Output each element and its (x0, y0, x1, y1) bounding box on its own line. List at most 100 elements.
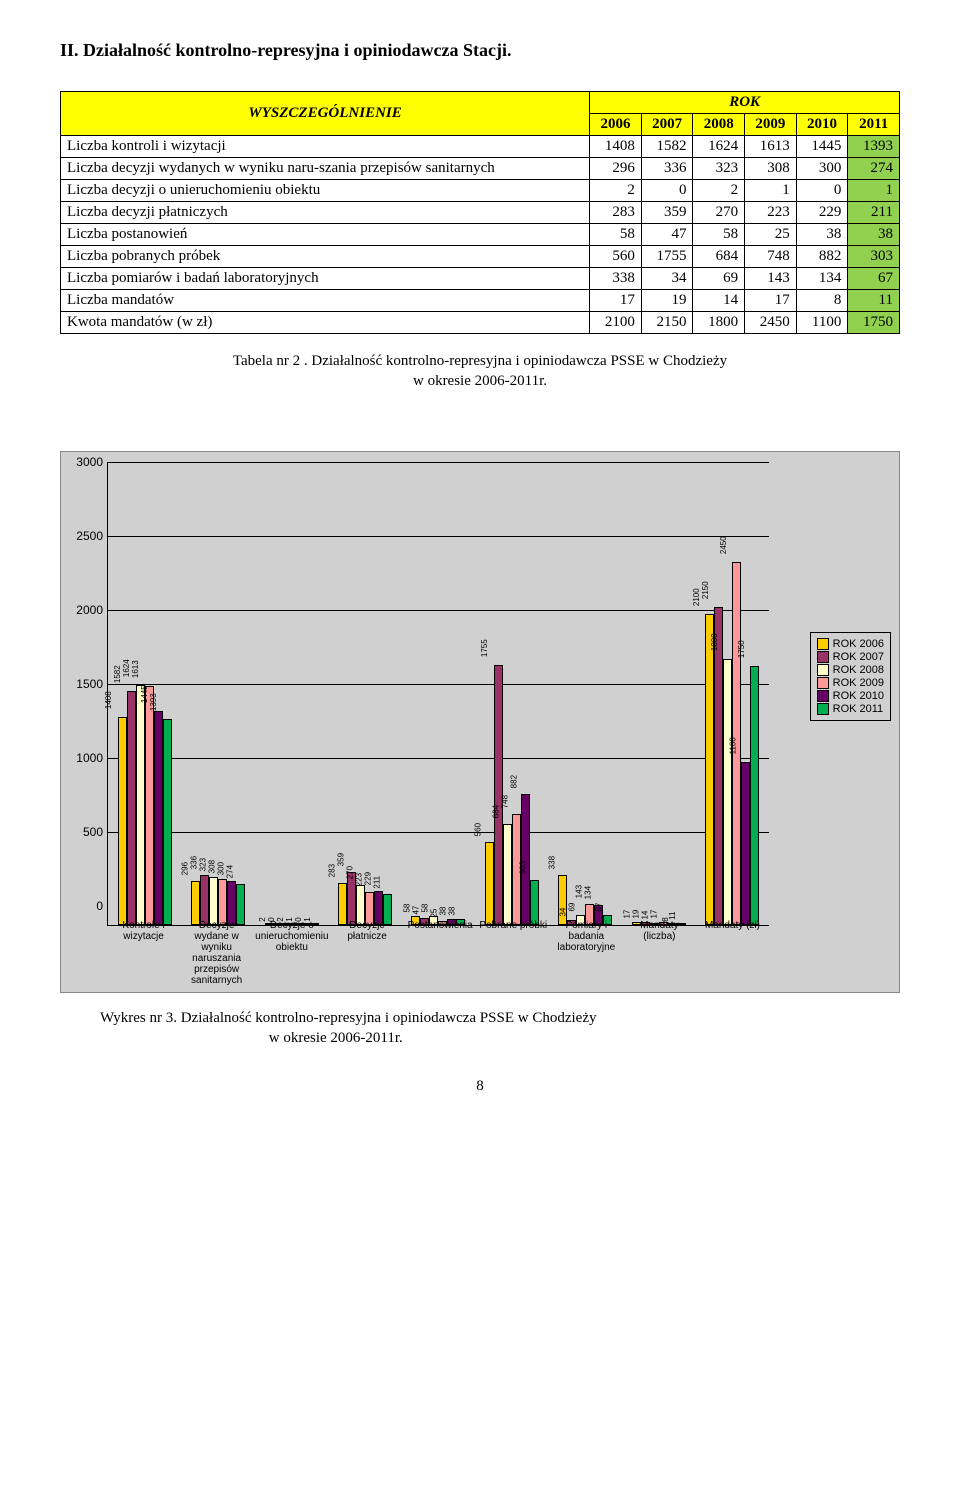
cell: 1582 (641, 136, 693, 158)
page-title: II. Działalność kontrolno-represyjna i o… (60, 40, 900, 61)
bar-value-label: 1408 (104, 691, 113, 709)
cell: 17 (590, 290, 642, 312)
bar-value-label: 323 (198, 858, 207, 871)
x-label: Kontrole i wizytacje (107, 920, 180, 986)
legend-label: ROK 2007 (833, 651, 884, 663)
cell: 1408 (590, 136, 642, 158)
bar-value-label: 882 (510, 775, 519, 788)
th-left: WYSZCZEGÓLNIENIE (61, 92, 590, 136)
cell: 223 (745, 202, 797, 224)
cell: 0 (641, 180, 693, 202)
cell: 274 (848, 158, 900, 180)
legend-swatch (817, 651, 829, 663)
cell: 34 (641, 268, 693, 290)
cell: 684 (693, 246, 745, 268)
bar: 684 (503, 824, 512, 925)
bar: 338 (558, 875, 567, 925)
bar-value-label: 223 (354, 873, 363, 886)
bar: 1582 (127, 691, 136, 925)
legend-swatch (817, 677, 829, 689)
x-label: Decyzje o unieruchomieniu obiektu (253, 920, 330, 986)
bar-group: 202101 (255, 462, 328, 925)
cell: 25 (745, 224, 797, 246)
bar-group: 5601755684748882303 (475, 462, 548, 925)
bar: 1750 (750, 666, 759, 925)
bar-value-label: 296 (180, 862, 189, 875)
cell: 283 (590, 202, 642, 224)
row-label: Kwota mandatów (w zł) (61, 312, 590, 334)
bar: 274 (236, 884, 245, 925)
bar-value-label: 17 (650, 910, 659, 919)
cell: 1613 (745, 136, 797, 158)
table-caption: Tabela nr 2 . Działalność kontrolno-repr… (60, 352, 900, 391)
bar: 560 (485, 842, 494, 925)
bar-value-label: 274 (225, 865, 234, 878)
row-label: Liczba decyzji o unieruchomieniu obiektu (61, 180, 590, 202)
cell: 882 (796, 246, 848, 268)
cell: 1100 (796, 312, 848, 334)
bar-value-label: 1800 (710, 633, 719, 651)
cell: 2100 (590, 312, 642, 334)
cell: 1445 (796, 136, 848, 158)
legend-swatch (817, 638, 829, 650)
data-table: WYSZCZEGÓLNIENIE ROK 2006200720082009201… (60, 91, 900, 334)
bar-value-label: 1613 (131, 661, 140, 679)
chart-legend: ROK 2006ROK 2007ROK 2008ROK 2009ROK 2010… (810, 632, 891, 721)
th-year: 2007 (641, 114, 693, 136)
legend-label: ROK 2006 (833, 638, 884, 650)
cell: 38 (848, 224, 900, 246)
cell: 308 (745, 158, 797, 180)
cell: 296 (590, 158, 642, 180)
legend-label: ROK 2011 (833, 703, 884, 715)
cell: 11 (848, 290, 900, 312)
cell: 58 (693, 224, 745, 246)
bar-value-label: 283 (327, 864, 336, 877)
cell: 2450 (745, 312, 797, 334)
row-label: Liczba kontroli i wizytacji (61, 136, 590, 158)
legend-item: ROK 2010 (817, 690, 884, 702)
x-label: Decyzje wydane w wyniku naruszania przep… (180, 920, 253, 986)
cell: 58 (590, 224, 642, 246)
th-rok: ROK (590, 92, 900, 114)
bar-value-label: 2100 (692, 589, 701, 607)
bar-group: 338346914313467 (549, 462, 622, 925)
y-tick: 1500 (67, 677, 103, 691)
bar-value-label: 34 (558, 908, 567, 917)
bar-value-label: 58 (421, 904, 430, 913)
bar-value-label: 11 (668, 912, 677, 920)
cell: 1393 (848, 136, 900, 158)
cell: 303 (848, 246, 900, 268)
row-label: Liczba decyzji płatniczych (61, 202, 590, 224)
cell: 229 (796, 202, 848, 224)
y-tick: 2500 (67, 529, 103, 543)
cell: 560 (590, 246, 642, 268)
cell: 1624 (693, 136, 745, 158)
bar-value-label: 1393 (149, 693, 158, 711)
th-year: 2010 (796, 114, 848, 136)
legend-item: ROK 2006 (817, 638, 884, 650)
cell: 1800 (693, 312, 745, 334)
bar-value-label: 25 (430, 909, 439, 918)
bar-value-label: 336 (189, 856, 198, 869)
row-label: Liczba mandatów (61, 290, 590, 312)
bar-value-label: 1755 (481, 640, 490, 658)
cell: 38 (796, 224, 848, 246)
row-label: Liczba pomiarów i badań laboratoryjnych (61, 268, 590, 290)
cell: 323 (693, 158, 745, 180)
cell: 67 (848, 268, 900, 290)
bar: 1100 (741, 762, 750, 925)
bar: 296 (191, 881, 200, 925)
bar: 882 (521, 794, 530, 925)
th-year: 2009 (745, 114, 797, 136)
cell: 19 (641, 290, 693, 312)
x-label: Mandaty (zł) (696, 920, 769, 986)
bar-value-label: 1100 (728, 737, 737, 754)
y-tick: 1000 (67, 751, 103, 765)
bar: 2100 (705, 614, 714, 925)
cell: 47 (641, 224, 693, 246)
bar-value-label: 338 (547, 856, 556, 869)
page-number: 8 (60, 1078, 900, 1095)
cell: 1 (848, 180, 900, 202)
bar-value-label: 303 (519, 861, 528, 874)
cell: 338 (590, 268, 642, 290)
